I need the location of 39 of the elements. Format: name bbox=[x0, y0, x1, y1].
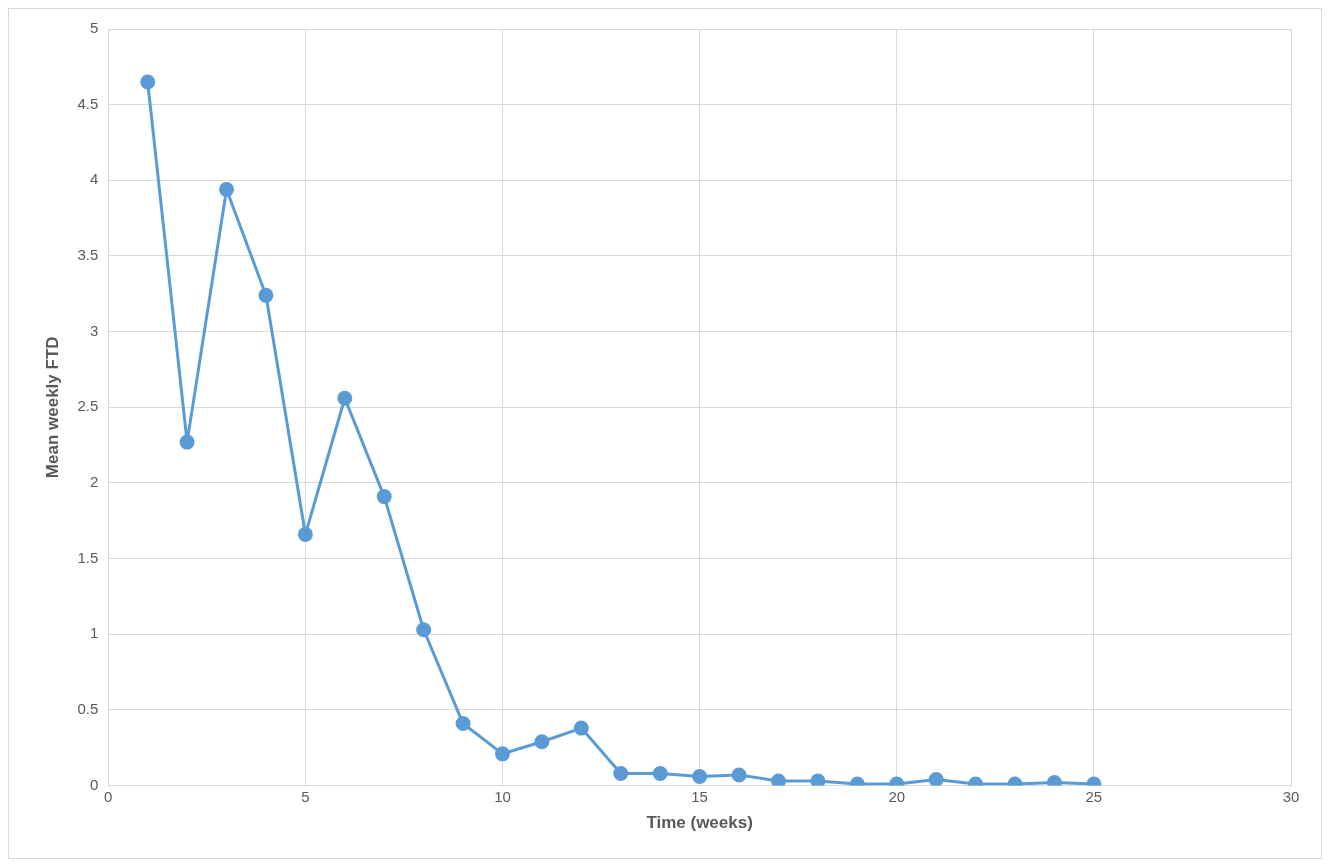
y-axis-title: Mean weekly FTD bbox=[42, 336, 62, 479]
x-tick-label: 0 bbox=[104, 787, 113, 805]
point bbox=[692, 769, 708, 785]
point bbox=[455, 716, 471, 732]
point bbox=[258, 287, 274, 303]
y-tick-label: 1 bbox=[89, 624, 99, 642]
y-tick-label: 2.5 bbox=[77, 397, 99, 415]
point bbox=[140, 74, 156, 90]
point bbox=[376, 489, 392, 505]
point bbox=[731, 767, 747, 783]
point bbox=[810, 773, 826, 786]
y-tick-label: 2 bbox=[89, 473, 99, 491]
y-tick-label: 5 bbox=[89, 19, 99, 37]
y-tick-label: 4 bbox=[89, 170, 99, 188]
point bbox=[297, 526, 313, 542]
point bbox=[573, 720, 589, 736]
x-axis-title: Time (weeks) bbox=[646, 813, 753, 833]
y-tick-label: 0 bbox=[89, 775, 99, 793]
point bbox=[416, 622, 432, 638]
y-tick-label: 3 bbox=[89, 321, 99, 339]
x-tick-label: 30 bbox=[1282, 787, 1300, 805]
point bbox=[219, 181, 235, 197]
x-tick-label: 25 bbox=[1085, 787, 1103, 805]
x-tick-label: 5 bbox=[301, 787, 310, 805]
point bbox=[652, 765, 668, 781]
x-tick-label: 15 bbox=[691, 787, 708, 805]
y-tick-label: 4.5 bbox=[77, 94, 99, 112]
point bbox=[495, 746, 510, 762]
point bbox=[928, 772, 944, 786]
y-tick-label: 3.5 bbox=[77, 246, 99, 264]
point bbox=[770, 773, 786, 786]
x-tick-label: 20 bbox=[888, 787, 906, 805]
point bbox=[534, 734, 550, 750]
y-tick-label: 1.5 bbox=[77, 548, 99, 566]
point bbox=[613, 765, 629, 781]
y-tick-label: 0.5 bbox=[77, 700, 99, 718]
point bbox=[337, 390, 353, 406]
x-tick-label: 10 bbox=[494, 787, 511, 805]
point bbox=[179, 434, 195, 450]
